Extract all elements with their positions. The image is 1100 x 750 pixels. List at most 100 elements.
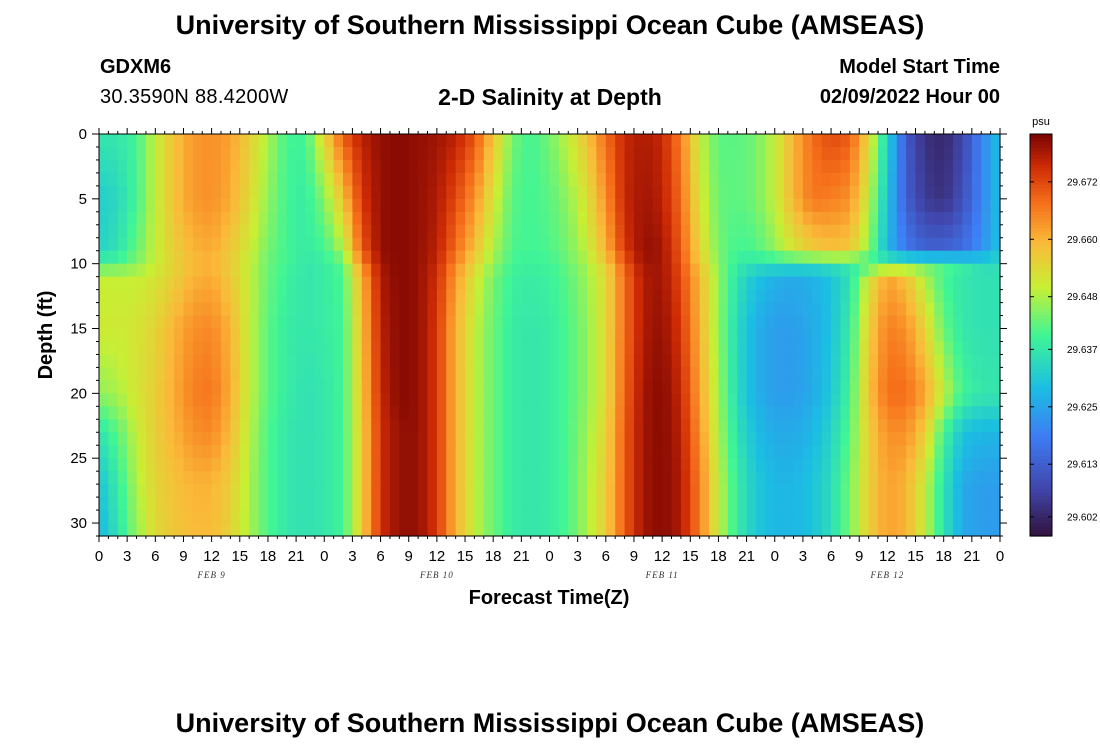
heatmap-cell — [389, 510, 400, 524]
heatmap-cell — [802, 172, 813, 187]
heatmap-cell — [859, 315, 870, 330]
heatmap-cell — [784, 354, 795, 369]
heatmap-cell — [399, 302, 410, 317]
heatmap-cell — [427, 419, 438, 433]
heatmap-cell — [324, 484, 335, 498]
heatmap-cell — [530, 432, 541, 446]
heatmap-cell — [202, 159, 213, 174]
heatmap-cell — [953, 276, 964, 291]
heatmap-cell — [540, 263, 551, 278]
heatmap-cell — [746, 289, 757, 304]
heatmap-cell — [953, 198, 964, 213]
heatmap-cell — [267, 445, 278, 459]
heatmap-cell — [352, 185, 363, 200]
heatmap-cell — [934, 328, 945, 343]
heatmap-cell — [399, 172, 410, 187]
heatmap-cell — [343, 237, 354, 252]
heatmap-cell — [361, 134, 372, 148]
colorbar-swatch — [1030, 398, 1052, 403]
heatmap-cell — [981, 445, 992, 459]
heatmap-cell — [211, 393, 222, 407]
heatmap-cell — [267, 134, 278, 148]
heatmap-cell — [727, 354, 738, 369]
heatmap-cell — [371, 458, 382, 472]
heatmap-cell — [211, 185, 222, 200]
heatmap-cell — [483, 159, 494, 174]
heatmap-cell — [286, 393, 297, 407]
heatmap-cell — [324, 354, 335, 369]
heatmap-cell — [831, 471, 842, 485]
heatmap-cell — [474, 211, 485, 226]
heatmap-cell — [877, 159, 888, 174]
heatmap-cell — [127, 263, 138, 278]
heatmap-cell — [709, 302, 720, 317]
heatmap-cell — [596, 276, 607, 291]
heatmap-cell — [840, 523, 851, 537]
heatmap-cell — [981, 289, 992, 304]
heatmap-cell — [802, 315, 813, 330]
heatmap-cell — [690, 419, 701, 433]
heatmap-cell — [831, 211, 842, 226]
heatmap-cell — [314, 471, 325, 485]
heatmap-cell — [474, 276, 485, 291]
heatmap-cell — [990, 250, 1001, 265]
colorbar-swatch — [1030, 204, 1052, 209]
heatmap-cell — [258, 250, 269, 265]
heatmap-cell — [690, 380, 701, 394]
heatmap-cell — [737, 328, 748, 343]
heatmap-cell — [343, 185, 354, 200]
heatmap-cell — [465, 134, 476, 148]
heatmap-cell — [840, 458, 851, 472]
heatmap-cell — [943, 471, 954, 485]
heatmap-cell — [943, 250, 954, 265]
heatmap-cell — [849, 354, 860, 369]
heatmap-cell — [671, 263, 682, 278]
heatmap-cell — [380, 419, 391, 433]
heatmap-cell — [211, 172, 222, 187]
heatmap-cell — [455, 237, 466, 252]
heatmap-cell — [793, 458, 804, 472]
heatmap-cell — [774, 198, 785, 213]
heatmap-cell — [962, 159, 973, 174]
heatmap-cell — [305, 367, 316, 381]
heatmap-cell — [521, 471, 532, 485]
heatmap-cell — [671, 445, 682, 459]
heatmap-cell — [418, 380, 429, 394]
heatmap-cell — [540, 185, 551, 200]
heatmap-cell — [530, 263, 541, 278]
heatmap-cell — [286, 341, 297, 356]
heatmap-cell — [596, 458, 607, 472]
heatmap-cell — [540, 224, 551, 239]
heatmap-cell — [455, 393, 466, 407]
heatmap-cell — [755, 159, 766, 174]
heatmap-cell — [990, 198, 1001, 213]
heatmap-cell — [558, 484, 569, 498]
colorbar-swatch — [1030, 187, 1052, 192]
heatmap-cell — [540, 497, 551, 511]
heatmap-cell — [755, 458, 766, 472]
heatmap-cell — [643, 276, 654, 291]
heatmap-cell — [540, 406, 551, 420]
heatmap-cell — [624, 276, 635, 291]
heatmap-cell — [418, 341, 429, 356]
heatmap-cell — [99, 328, 109, 343]
heatmap-cell — [859, 185, 870, 200]
heatmap-cell — [380, 289, 391, 304]
heatmap-cell — [662, 484, 673, 498]
heatmap-cell — [127, 328, 138, 343]
heatmap-cell — [774, 289, 785, 304]
heatmap-cell — [211, 146, 222, 161]
heatmap-cell — [408, 224, 419, 239]
heatmap-cell — [981, 328, 992, 343]
heatmap-cell — [408, 263, 419, 278]
heatmap-cell — [117, 432, 128, 446]
heatmap-cell — [408, 510, 419, 524]
heatmap-cell — [408, 211, 419, 226]
heatmap-cell — [605, 328, 616, 343]
colorbar-tick-label: 29.625 — [1067, 402, 1098, 413]
heatmap-cell — [127, 250, 138, 265]
heatmap-cell — [859, 134, 870, 148]
heatmap-cell — [662, 406, 673, 420]
heatmap-cell — [361, 224, 372, 239]
heatmap-cell — [239, 224, 250, 239]
